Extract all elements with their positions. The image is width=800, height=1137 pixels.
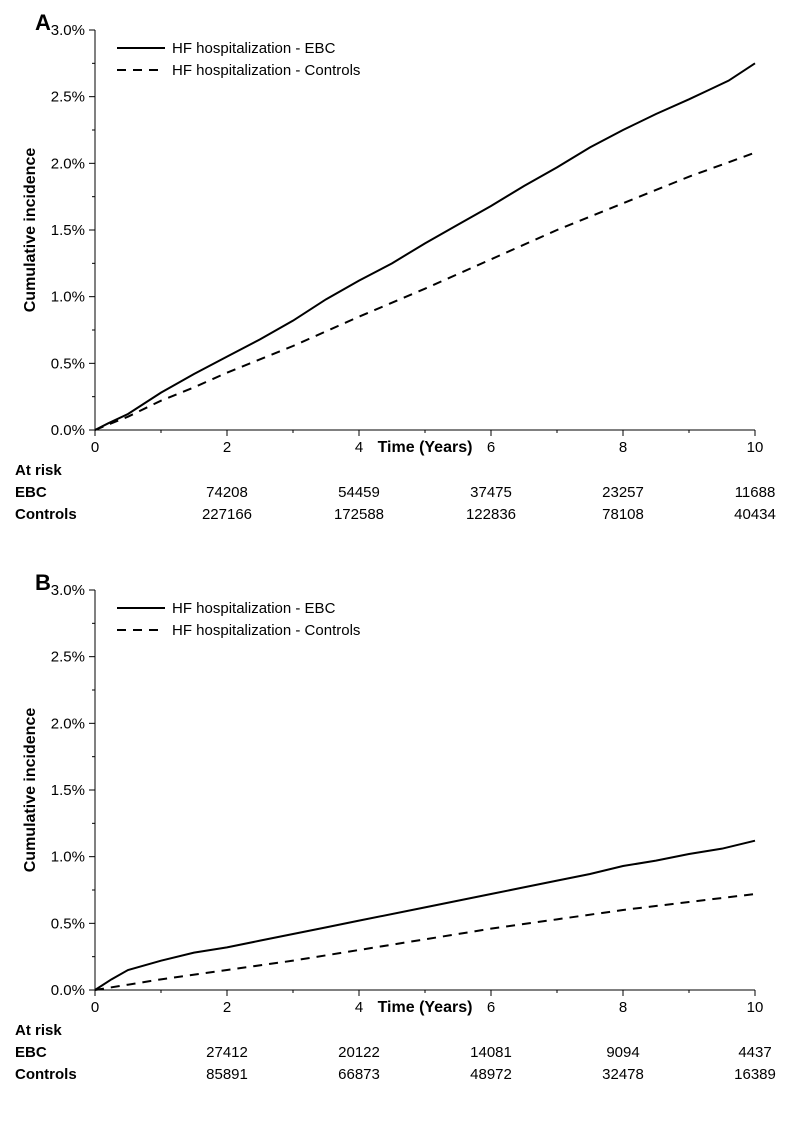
at-risk-cell: 74208 xyxy=(182,484,272,501)
at-risk-cell: 4437 xyxy=(710,1044,800,1061)
svg-text:2.5%: 2.5% xyxy=(51,89,85,106)
at-risk-cell: 11688 xyxy=(710,484,800,501)
svg-text:1.5%: 1.5% xyxy=(51,782,85,799)
svg-text:HF hospitalization - EBC: HF hospitalization - EBC xyxy=(172,600,336,617)
at-risk-cell: 27412 xyxy=(182,1044,272,1061)
svg-text:8: 8 xyxy=(619,999,627,1016)
svg-text:10: 10 xyxy=(747,999,764,1016)
at-risk-cell: 66873 xyxy=(314,1066,404,1083)
at-risk-row-label: EBC xyxy=(15,484,47,501)
at-risk-cell: 48972 xyxy=(446,1066,536,1083)
svg-text:Cumulative incidence: Cumulative incidence xyxy=(22,708,39,873)
panel-a-chart: 0.0% 0.5% 1.0% 1.5% 2.0% 2.5% 3.0% 0 2 4 6 8 10 Cumul… xyxy=(0,0,800,480)
svg-text:3.0%: 3.0% xyxy=(51,582,85,599)
panel-b-risk-table: At risk EBC 27412 20122 14081 9094 4437 Control… xyxy=(0,1022,800,1102)
svg-text:1.0%: 1.0% xyxy=(51,849,85,866)
svg-text:0: 0 xyxy=(91,999,99,1016)
at-risk-row-label: Controls xyxy=(15,506,77,523)
at-risk-cell: 32478 xyxy=(578,1066,668,1083)
at-risk-row-label: EBC xyxy=(15,1044,47,1061)
svg-text:2: 2 xyxy=(223,439,231,456)
svg-text:3.0%: 3.0% xyxy=(51,22,85,39)
svg-text:6: 6 xyxy=(487,999,495,1016)
svg-text:Time (Years): Time (Years) xyxy=(378,999,473,1016)
at-risk-cell: 14081 xyxy=(446,1044,536,1061)
svg-text:0.5%: 0.5% xyxy=(51,355,85,372)
svg-text:10: 10 xyxy=(747,439,764,456)
at-risk-cell: 78108 xyxy=(578,506,668,523)
svg-text:2.5%: 2.5% xyxy=(51,649,85,666)
panel-b-chart: 0.0% 0.5% 1.0% 1.5% 2.0% 2.5% 3.0% 0 2 4 6 8 10 Cumul… xyxy=(0,560,800,1040)
at-risk-cell: 85891 xyxy=(182,1066,272,1083)
svg-text:HF hospitalization - Controls: HF hospitalization - Controls xyxy=(172,62,360,79)
at-risk-cell: 37475 xyxy=(446,484,536,501)
svg-text:2.0%: 2.0% xyxy=(51,715,85,732)
at-risk-cell: 9094 xyxy=(578,1044,668,1061)
at-risk-row-label: Controls xyxy=(15,1066,77,1083)
at-risk-cell: 54459 xyxy=(314,484,404,501)
panel-b: B 0.0%0.5%1.0%1.5%2.0%2.5%3.0%0246810Cum… xyxy=(0,560,800,1137)
svg-text:8: 8 xyxy=(619,439,627,456)
at-risk-cell: 122836 xyxy=(446,506,536,523)
at-risk-title: At risk xyxy=(15,462,62,479)
svg-text:2: 2 xyxy=(223,999,231,1016)
svg-text:0.5%: 0.5% xyxy=(51,915,85,932)
panel-a-risk-table: At risk EBC 74208 54459 37475 23257 11688 Contr… xyxy=(0,462,800,542)
panel-a: A 0.0%0.5%1.0%1.5%2.0%2.5%3.0%0246810Cum… xyxy=(0,0,800,560)
svg-text:4: 4 xyxy=(355,439,363,456)
at-risk-title: At risk xyxy=(15,1022,62,1039)
svg-text:2.0%: 2.0% xyxy=(51,155,85,172)
svg-text:4: 4 xyxy=(355,999,363,1016)
at-risk-cell: 16389 xyxy=(710,1066,800,1083)
at-risk-cell: 40434 xyxy=(710,506,800,523)
svg-text:Time (Years): Time (Years) xyxy=(378,439,473,456)
at-risk-cell: 172588 xyxy=(314,506,404,523)
svg-text:HF hospitalization - EBC: HF hospitalization - EBC xyxy=(172,40,336,57)
svg-text:0.0%: 0.0% xyxy=(51,422,85,439)
svg-text:HF hospitalization - Controls: HF hospitalization - Controls xyxy=(172,622,360,639)
at-risk-cell: 227166 xyxy=(182,506,272,523)
svg-text:0: 0 xyxy=(91,439,99,456)
at-risk-cell: 20122 xyxy=(314,1044,404,1061)
svg-text:0.0%: 0.0% xyxy=(51,982,85,999)
at-risk-cell: 23257 xyxy=(578,484,668,501)
svg-text:1.0%: 1.0% xyxy=(51,289,85,306)
svg-text:1.5%: 1.5% xyxy=(51,222,85,239)
svg-text:Cumulative incidence: Cumulative incidence xyxy=(22,148,39,313)
svg-text:6: 6 xyxy=(487,439,495,456)
